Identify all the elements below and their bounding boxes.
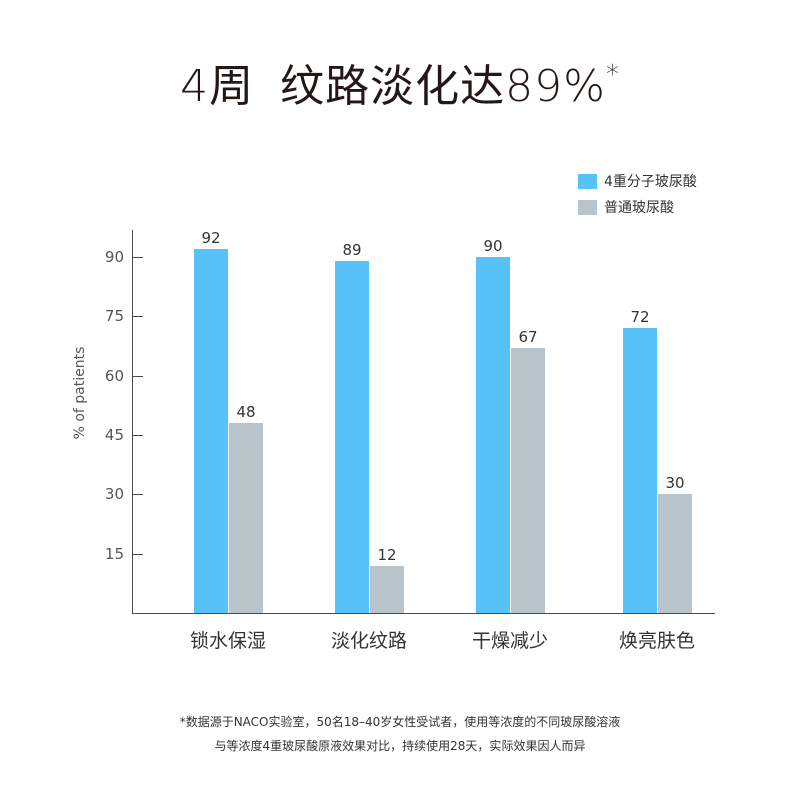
x-category-label: 锁水保湿 [189,630,266,652]
bar-value-label: 90 [483,237,503,255]
bar-value-label: 48 [236,403,256,421]
y-tick-mark [132,494,143,495]
legend-swatch-gray [578,199,597,215]
y-tick-label: 15 [104,545,124,563]
legend-swatch-blue [578,173,597,189]
y-tick-mark [132,376,143,377]
y-tick-label: 30 [104,485,124,503]
x-axis-line [132,613,715,614]
title-weeks: 4周 [180,61,255,112]
y-tick-mark [132,257,143,258]
footnote-line-1: *数据源于NACO实验室，50名18–40岁女性受试者，使用等浓度的不同玻尿酸溶… [179,715,621,729]
footnote-line-2: 与等浓度4重玻尿酸原液效果对比，持续使用28天，实际效果因人而异 [214,739,586,753]
chart-title: 4周 纹路淡化达89%* [0,50,800,114]
bar-series2 [511,348,545,613]
bar-value-label: 72 [630,308,650,326]
legend-label: 4重分子玻尿酸 [604,174,697,190]
bar-series1 [476,257,510,613]
bar-value-label: 30 [665,474,685,492]
title-asterisk: * [605,60,620,90]
y-tick-label: 45 [104,426,124,444]
y-tick-mark [132,554,143,555]
y-tick-label: 60 [104,367,124,385]
bar-value-label: 67 [518,328,538,346]
y-tick-label: 75 [104,307,124,325]
bar-series1 [194,249,228,613]
bar-series2 [229,423,263,613]
x-category-label: 淡化纹路 [330,630,407,652]
bar-value-label: 12 [377,546,397,564]
y-axis-label: % of patients [72,346,88,440]
bar-series2 [658,494,692,613]
bar-value-label: 92 [201,229,221,247]
title-claim: 纹路淡化达89% [280,61,606,112]
legend-label: 普通玻尿酸 [604,200,674,216]
y-tick-label: 90 [104,248,124,266]
y-axis-line [132,230,133,614]
bar-series1 [623,328,657,613]
legend-item-series2: 普通玻尿酸 [578,194,697,220]
x-category-label: 焕亮肤色 [618,630,695,652]
y-tick-mark [132,435,143,436]
footnote: *数据源于NACO实验室，50名18–40岁女性受试者，使用等浓度的不同玻尿酸溶… [0,710,800,758]
bar-series1 [335,261,369,613]
bar-series2 [370,566,404,613]
bar-value-label: 89 [342,241,362,259]
x-category-label: 干燥减少 [471,630,548,652]
y-tick-mark [132,316,143,317]
legend-item-series1: 4重分子玻尿酸 [578,168,697,194]
legend: 4重分子玻尿酸 普通玻尿酸 [578,168,697,220]
